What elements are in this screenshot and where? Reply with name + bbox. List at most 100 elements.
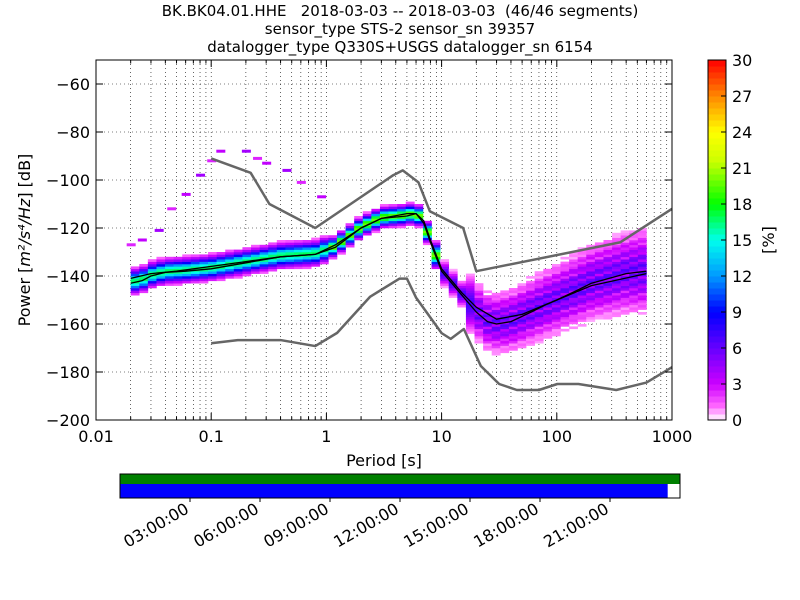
density-cell [483, 309, 493, 313]
density-cell [629, 261, 639, 265]
density-cell [612, 297, 621, 301]
density-cell [560, 292, 570, 296]
density-cell [422, 225, 432, 229]
density-cell [637, 247, 647, 250]
density-cell [500, 309, 510, 313]
density-cell [319, 252, 329, 255]
density-cell [569, 273, 578, 277]
density-cell [251, 252, 260, 255]
density-cell [414, 211, 424, 214]
density-cell [637, 295, 647, 298]
density-cell [612, 261, 621, 265]
density-cell [165, 264, 174, 267]
title-line-3: datalogger_type Q330S+USGS datalogger_sn… [207, 38, 593, 56]
density-cell [560, 328, 570, 332]
density-cell [517, 343, 527, 346]
density-cell [629, 297, 639, 301]
density-cell [517, 290, 527, 294]
density-cell [474, 328, 484, 332]
density-cell [620, 261, 630, 265]
density-cell [508, 343, 518, 346]
density-cell [637, 283, 647, 286]
density-cell [126, 243, 136, 247]
density-cell [242, 252, 252, 255]
colorbar-swatch [708, 402, 726, 409]
colorbar-swatch [708, 372, 726, 379]
density-cell [354, 216, 364, 219]
density-cell [560, 261, 570, 265]
density-cell [594, 309, 604, 313]
density-cell [551, 292, 561, 296]
density-cell [543, 285, 553, 289]
density-cell [319, 244, 329, 248]
density-cell [560, 285, 570, 289]
density-cell [405, 208, 415, 212]
density-cell [440, 278, 450, 282]
density-cell [302, 266, 312, 270]
density-cell [147, 285, 157, 289]
density-cell [508, 309, 518, 313]
density-cell [594, 290, 604, 294]
density-cell [637, 290, 647, 294]
density-cell [594, 304, 604, 308]
density-cell [629, 259, 639, 262]
density-cell [603, 261, 613, 265]
density-cell [577, 314, 587, 318]
density-cell [156, 273, 166, 277]
density-cell [551, 268, 561, 272]
density-cell [448, 285, 458, 289]
density-cell [276, 264, 286, 267]
density-cell [637, 304, 647, 308]
density-cell [508, 295, 518, 298]
density-cell [328, 235, 338, 238]
density-cell [620, 264, 630, 267]
density-cell [156, 276, 166, 279]
density-cell [414, 206, 424, 210]
density-cell [508, 300, 518, 303]
density-cell [551, 283, 561, 286]
density-cell [526, 290, 535, 294]
density-cell [612, 304, 621, 308]
density-cell [379, 204, 389, 207]
density-cell [534, 324, 544, 327]
density-cell [457, 297, 467, 301]
density-cell [165, 266, 174, 270]
density-cell [586, 249, 596, 253]
density-cell [474, 324, 484, 327]
density-cell [637, 252, 647, 255]
density-cell [422, 237, 432, 241]
density-cell [508, 292, 518, 296]
density-cell [225, 273, 235, 277]
density-cell [637, 261, 647, 265]
density-cell [207, 159, 217, 163]
density-cell [517, 309, 527, 313]
density-cell [612, 232, 621, 236]
density-cell [637, 302, 647, 306]
density-cell [405, 218, 415, 222]
density-cell [199, 271, 209, 274]
density-cell [603, 266, 613, 270]
density-cell [196, 173, 206, 177]
density-cell [173, 268, 183, 272]
density-cell [612, 247, 621, 250]
density-cell [242, 256, 252, 260]
density-cell [457, 295, 467, 298]
density-cell [431, 264, 441, 267]
density-cell [629, 292, 639, 296]
density-cell [208, 268, 217, 272]
density-cell [517, 328, 527, 332]
density-cell [328, 237, 338, 241]
density-cell [362, 220, 372, 224]
density-cell [328, 252, 338, 255]
density-cell [543, 278, 553, 282]
density-cell [629, 268, 639, 272]
density-cell [560, 324, 570, 327]
density-cell [551, 271, 561, 274]
density-cell [216, 266, 226, 270]
density-cell [457, 302, 467, 306]
density-cell [603, 283, 613, 286]
density-cell [526, 331, 535, 334]
density-cell [371, 225, 381, 229]
density-cell [612, 288, 621, 291]
colorbar-swatch [708, 204, 726, 211]
